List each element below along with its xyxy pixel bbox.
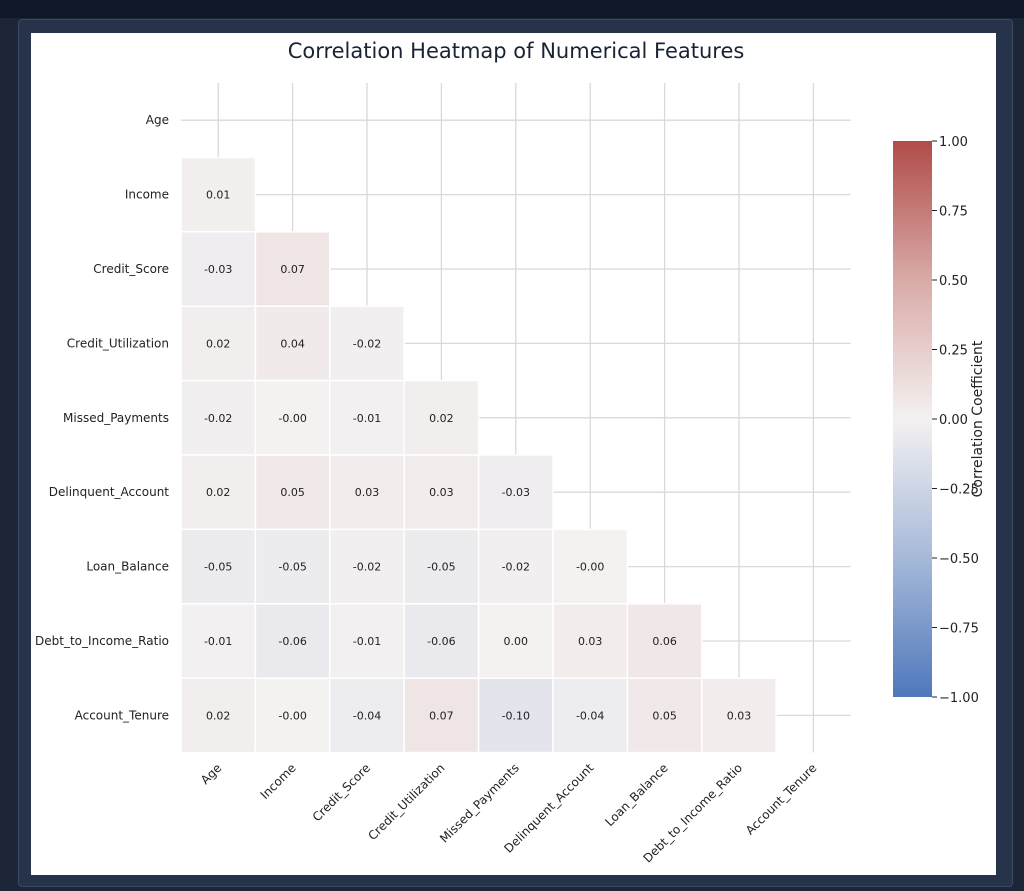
- cell-value-label: 0.03: [355, 486, 380, 499]
- cell-value-label: -0.01: [353, 635, 381, 648]
- heatmap-cell: [329, 603, 405, 679]
- cell-value-label: -0.02: [353, 337, 381, 350]
- heatmap-cell: [626, 677, 703, 754]
- heatmap-cell: [477, 603, 554, 679]
- cell-value-label: -0.05: [427, 561, 455, 574]
- cell-value-label: 0.05: [652, 709, 677, 722]
- cell-value-label: -0.05: [204, 561, 232, 574]
- cell-value-label: 0.02: [206, 337, 231, 350]
- cell-value-label: -0.03: [502, 486, 530, 499]
- colorbar-tick-label: −0.25: [939, 483, 979, 498]
- window-top-band: [0, 0, 1024, 18]
- y-tick-label: Loan_Balance: [86, 560, 169, 574]
- heatmap-cell: [403, 677, 480, 754]
- y-tick-label: Debt_to_Income_Ratio: [35, 634, 169, 648]
- cell-value-label: -0.00: [576, 561, 604, 574]
- y-tick-label: Income: [125, 188, 169, 202]
- cell-value-label: -0.00: [278, 412, 306, 425]
- heatmap-cell: [403, 603, 480, 679]
- y-tick-label: Age: [146, 113, 169, 127]
- cell-value-label: 0.01: [206, 189, 231, 202]
- cell-value-label: -0.06: [427, 635, 455, 648]
- y-tick-label: Credit_Utilization: [67, 336, 169, 350]
- colorbar-tick-label: −1.00: [939, 691, 979, 706]
- heatmap-cell: [477, 454, 554, 531]
- cell-value-label: 0.07: [429, 709, 454, 722]
- cell-value-label: -0.06: [278, 635, 306, 648]
- x-tick-label: Loan_Balance: [602, 761, 670, 829]
- colorbar-tick-label: 0.75: [939, 205, 968, 220]
- colorbar-gradient: [893, 141, 932, 697]
- cell-value-label: -0.02: [353, 561, 381, 574]
- heatmap-cell: [329, 528, 405, 605]
- heatmap-cell: [552, 528, 629, 605]
- heatmap-cell: [180, 528, 257, 605]
- colorbar-label: Correlation Coefficient: [970, 340, 986, 497]
- heatmap-cell: [180, 379, 257, 456]
- chart-title: Correlation Heatmap of Numerical Feature…: [288, 39, 745, 63]
- cell-value-label: 0.02: [206, 486, 231, 499]
- x-tick-label: Credit_Utilization: [365, 761, 447, 843]
- colorbar-tick-label: 0.25: [939, 344, 968, 359]
- x-tick-label: Account_Tenure: [743, 761, 820, 838]
- heatmap-cell: [701, 677, 777, 754]
- heatmap-cell: [180, 156, 257, 233]
- colorbar-tick-label: −0.50: [939, 552, 979, 567]
- cell-value-label: 0.02: [429, 412, 454, 425]
- heatmap-cell: [254, 677, 331, 754]
- heatmap-cell: [329, 454, 405, 531]
- cell-value-label: -0.02: [204, 412, 232, 425]
- x-tick-label: Income: [258, 761, 299, 802]
- y-tick-label: Credit_Score: [93, 262, 169, 276]
- heatmap-cell: [329, 379, 405, 456]
- cell-value-label: 0.07: [280, 263, 305, 276]
- x-tick-label: Credit_Score: [310, 761, 373, 824]
- cell-value-label: -0.00: [278, 709, 306, 722]
- cell-value-label: 0.00: [504, 635, 529, 648]
- heatmap-cell: [329, 305, 405, 382]
- y-axis-labels: Age Income Credit_Score Credit_Utilization M…: [35, 113, 169, 722]
- cell-value-label: -0.01: [204, 635, 232, 648]
- cell-value-label: -0.01: [353, 412, 381, 425]
- cell-value-label: 0.02: [206, 709, 231, 722]
- chart-figure: Correlation Heatmap of Numerical Feature…: [31, 33, 996, 875]
- heatmap-cell: [180, 454, 257, 531]
- cell-value-label: -0.02: [502, 561, 530, 574]
- heatmap-cell: [254, 528, 331, 605]
- cell-value-label: -0.03: [204, 263, 232, 276]
- heatmap-chart: Correlation Heatmap of Numerical Feature…: [35, 39, 986, 866]
- cell-value-label: 0.03: [727, 709, 752, 722]
- heatmap-cell: [403, 454, 480, 531]
- heatmap-cell: [329, 677, 405, 754]
- heatmap-cell: [180, 603, 257, 679]
- x-axis-labels: Age Income Credit_ScoreCredit_UtilizationM…: [198, 761, 820, 866]
- colorbar-tick-label: −0.75: [939, 622, 979, 637]
- cell-value-label: 0.06: [652, 635, 677, 648]
- cell-value-label: -0.05: [278, 561, 306, 574]
- cell-value-label: 0.05: [280, 486, 305, 499]
- heatmap-cell: [552, 677, 629, 754]
- x-tick-label: Age: [198, 761, 224, 787]
- colorbar-tick-label: 0.50: [939, 274, 968, 289]
- y-tick-label: Delinquent_Account: [49, 485, 170, 499]
- cell-value-label: 0.03: [429, 486, 454, 499]
- cell-value-label: 0.03: [578, 635, 603, 648]
- heatmap-cell: [254, 305, 331, 382]
- colorbar: 1.00 0.75 0.50 0.25 0.00 −0.25 −0.50 −0.75 −1.00…: [893, 135, 986, 706]
- y-tick-label: Missed_Payments: [63, 411, 169, 425]
- colorbar-ticks: 1.00 0.75 0.50 0.25 0.00 −0.25 −0.50 −0.75 −1.00: [932, 135, 979, 706]
- cell-value-label: -0.10: [502, 709, 530, 722]
- heatmap-cell: [254, 454, 331, 531]
- colorbar-tick-label: 0.00: [939, 413, 968, 428]
- heatmap-cell: [254, 231, 331, 307]
- y-tick-label: Account_Tenure: [75, 708, 169, 722]
- heatmap-cells: 0.01 -0.03 0.07 0.02 0.04 -0.02 -0.02 -0.00 -0.0…: [180, 156, 777, 754]
- x-tick-label: Missed_Payments: [437, 761, 522, 846]
- cell-value-label: -0.04: [353, 709, 381, 722]
- cell-value-label: 0.04: [280, 337, 305, 350]
- heatmap-cell: [403, 379, 480, 456]
- heatmap-cell: [254, 603, 331, 679]
- cell-value-label: -0.04: [576, 709, 604, 722]
- colorbar-tick-label: 1.00: [939, 135, 968, 150]
